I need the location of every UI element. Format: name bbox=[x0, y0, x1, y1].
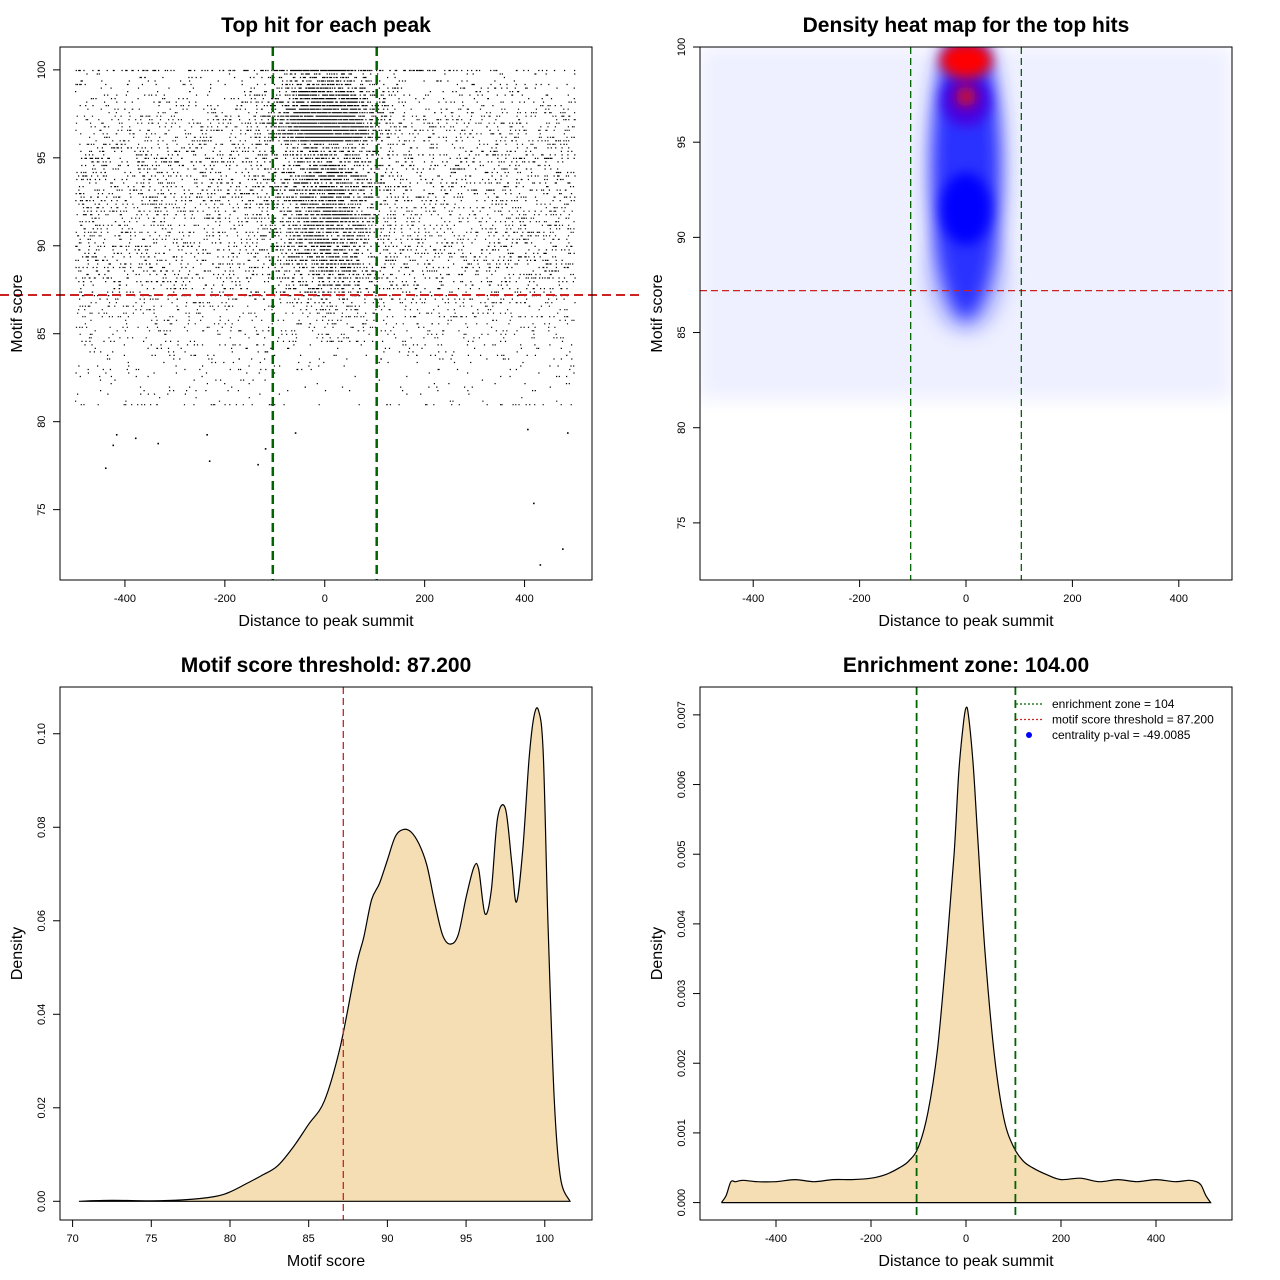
y-tick-label: 100 bbox=[36, 61, 48, 79]
chart-title: Density heat map for the top hits bbox=[803, 14, 1130, 37]
y-tick-label: 0.002 bbox=[676, 1049, 688, 1077]
y-tick-label: 90 bbox=[36, 240, 48, 252]
legend-marker bbox=[1026, 732, 1032, 738]
y-tick-label: 0.02 bbox=[36, 1097, 48, 1118]
y-axis-label: Motif score bbox=[649, 274, 666, 352]
legend-label: motif score threshold = 87.200 bbox=[1052, 713, 1214, 727]
y-tick-label: 75 bbox=[676, 517, 688, 529]
y-tick-label: 0.08 bbox=[36, 817, 48, 838]
y-tick-label: 80 bbox=[676, 422, 688, 434]
density-area bbox=[78, 707, 571, 1202]
data-point bbox=[264, 448, 267, 450]
x-tick-label: 0 bbox=[963, 1233, 969, 1245]
density-blob bbox=[941, 172, 991, 245]
y-tick-label: 75 bbox=[36, 504, 48, 516]
score-density-panel: Motif score threshold: 87.200 Motif score… bbox=[9, 654, 593, 1270]
distance-density-panel: enrichment zone = 104 motif score thresho… bbox=[649, 654, 1233, 1270]
data-point bbox=[257, 463, 259, 466]
chart-title: Top hit for each peak bbox=[221, 14, 431, 37]
y-tick-label: 0.004 bbox=[676, 910, 688, 938]
y-tick-label: 85 bbox=[36, 328, 48, 340]
data-point bbox=[208, 460, 211, 462]
x-tick-label: 200 bbox=[1063, 593, 1081, 605]
y-tick-label: 0.003 bbox=[676, 980, 688, 1008]
data-point bbox=[567, 432, 569, 434]
x-axis-label: Motif score bbox=[287, 1253, 365, 1270]
y-tick-label: 0.10 bbox=[36, 723, 48, 744]
x-tick-label: -400 bbox=[114, 593, 136, 605]
x-tick-label: 90 bbox=[381, 1233, 393, 1245]
point-cloud bbox=[75, 69, 576, 406]
scatter-panel: Top hit for each peak Distance to peak su… bbox=[0, 14, 640, 630]
data-point bbox=[104, 467, 107, 470]
x-tick-label: 400 bbox=[515, 593, 533, 605]
density-curve bbox=[78, 707, 571, 1202]
y-tick-label: 0.007 bbox=[676, 701, 688, 729]
x-tick-label: -400 bbox=[742, 593, 764, 605]
y-tick-label: 100 bbox=[676, 38, 688, 56]
data-point bbox=[294, 432, 297, 434]
y-tick-label: 85 bbox=[676, 326, 688, 338]
x-tick-label: 100 bbox=[536, 1233, 554, 1245]
y-axis-label: Density bbox=[649, 927, 666, 980]
x-axis-label: Distance to peak summit bbox=[878, 613, 1054, 630]
y-tick-label: 0.00 bbox=[36, 1191, 48, 1212]
y-tick-label: 95 bbox=[676, 136, 688, 148]
y-axis-label: Motif score bbox=[9, 274, 26, 352]
data-point bbox=[539, 564, 542, 566]
y-tick-label: 0.006 bbox=[676, 771, 688, 799]
x-tick-label: -200 bbox=[214, 593, 236, 605]
x-tick-label: 75 bbox=[145, 1233, 157, 1245]
y-tick-label: 80 bbox=[36, 416, 48, 428]
data-point bbox=[134, 437, 137, 440]
scatter-points bbox=[75, 69, 576, 566]
data-point bbox=[527, 428, 529, 431]
x-axis-label: Distance to peak summit bbox=[238, 613, 414, 630]
data-point bbox=[157, 442, 160, 445]
x-tick-label: 400 bbox=[1147, 1233, 1165, 1245]
data-point bbox=[115, 433, 118, 436]
x-tick-label: 70 bbox=[66, 1233, 78, 1245]
chart-title: Enrichment zone: 104.00 bbox=[843, 654, 1089, 677]
y-tick-label: 0.06 bbox=[36, 910, 48, 931]
heatmap-density bbox=[700, 47, 1232, 400]
x-tick-label: 200 bbox=[415, 593, 433, 605]
x-tick-label: 200 bbox=[1052, 1233, 1070, 1245]
density-hotspot bbox=[956, 86, 976, 107]
density-curve bbox=[720, 706, 1212, 1204]
data-point bbox=[206, 433, 208, 436]
y-tick-label: 0.001 bbox=[676, 1119, 688, 1147]
density-peak bbox=[940, 47, 992, 79]
x-tick-label: 95 bbox=[460, 1233, 472, 1245]
y-tick-label: 0.000 bbox=[676, 1189, 688, 1217]
x-tick-label: 85 bbox=[303, 1233, 315, 1245]
heatmap-panel: Density heat map for the top hits Distanc… bbox=[649, 14, 1233, 630]
density-area bbox=[721, 707, 1211, 1203]
x-tick-label: 400 bbox=[1170, 593, 1188, 605]
x-axis-label: Distance to peak summit bbox=[878, 1253, 1054, 1270]
legend-label: enrichment zone = 104 bbox=[1052, 697, 1175, 711]
x-tick-label: 0 bbox=[963, 593, 969, 605]
x-tick-label: 80 bbox=[224, 1233, 236, 1245]
data-point bbox=[112, 444, 115, 447]
legend: enrichment zone = 104 motif score thresho… bbox=[1016, 697, 1214, 742]
x-tick-label: 0 bbox=[322, 593, 328, 605]
x-tick-label: -200 bbox=[849, 593, 871, 605]
y-tick-label: 95 bbox=[36, 152, 48, 164]
legend-label: centrality p-val = -49.0085 bbox=[1052, 728, 1191, 742]
data-point bbox=[533, 502, 535, 505]
x-tick-label: -200 bbox=[860, 1233, 882, 1245]
x-tick-label: -400 bbox=[765, 1233, 787, 1245]
y-tick-label: 0.005 bbox=[676, 840, 688, 868]
data-point bbox=[562, 548, 564, 550]
y-tick-label: 90 bbox=[676, 231, 688, 243]
y-tick-label: 0.04 bbox=[36, 1004, 48, 1025]
y-axis-label: Density bbox=[9, 927, 26, 980]
chart-title: Motif score threshold: 87.200 bbox=[181, 654, 472, 677]
